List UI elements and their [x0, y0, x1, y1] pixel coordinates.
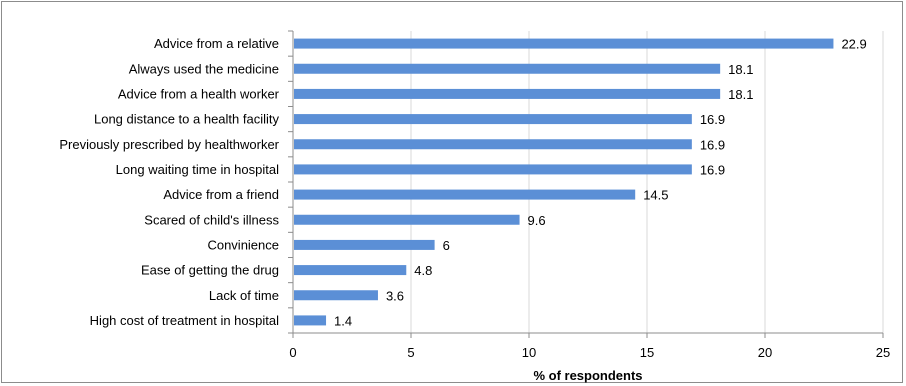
data-label: 4.8 — [414, 263, 432, 278]
data-label: 16.9 — [700, 162, 725, 177]
category-label: High cost of treatment in hospital — [90, 313, 279, 328]
category-label: Ease of getting the drug — [141, 263, 279, 278]
grid-lines — [410, 31, 884, 333]
x-tick-label: 5 — [407, 345, 414, 360]
bar — [294, 63, 721, 74]
x-tick-label: 20 — [758, 345, 772, 360]
data-label: 1.4 — [334, 313, 352, 328]
category-label: Convinience — [207, 237, 279, 252]
x-tick-label: 15 — [640, 345, 654, 360]
data-label: 16.9 — [700, 137, 725, 152]
bar — [294, 139, 692, 150]
category-label: Scared of child's illness — [144, 212, 279, 227]
bar — [294, 214, 520, 225]
bar — [294, 38, 834, 49]
category-label: Advice from a relative — [154, 36, 279, 51]
data-label: 16.9 — [700, 112, 725, 127]
data-label: 9.6 — [528, 213, 546, 228]
category-label: Long waiting time in hospital — [116, 162, 279, 177]
axis-lines — [288, 30, 884, 338]
bar — [294, 114, 692, 125]
data-label: 6 — [443, 238, 450, 253]
data-label: 3.6 — [386, 288, 404, 303]
data-label: 14.5 — [643, 188, 668, 203]
bar — [294, 88, 721, 99]
tick-labels: 0 5 10 15 20 25 — [289, 345, 890, 360]
category-label: Previously prescribed by healthworker — [59, 137, 279, 152]
x-tick-label: 10 — [522, 345, 536, 360]
data-label: 18.1 — [728, 62, 753, 77]
category-label: Advice from a health worker — [118, 86, 280, 101]
data-label: 18.1 — [728, 87, 753, 102]
category-label: Advice from a friend — [163, 187, 279, 202]
bars — [294, 38, 834, 326]
x-tick-label: 0 — [289, 345, 296, 360]
x-axis-title: % of respondents — [533, 368, 642, 383]
category-labels: Advice from a relative Always used the me… — [59, 36, 279, 328]
data-labels: 22.918.118.116.916.916.914.59.664.83.61.… — [334, 37, 867, 329]
category-label: Lack of time — [209, 288, 279, 303]
category-label: Always used the medicine — [129, 61, 279, 76]
bar — [294, 265, 407, 276]
category-label: Long distance to a health facility — [94, 112, 280, 127]
bar — [294, 189, 636, 200]
bar — [294, 315, 327, 326]
bar — [294, 290, 378, 301]
data-label: 22.9 — [841, 37, 866, 52]
bar — [294, 164, 692, 175]
x-tick-label: 25 — [876, 345, 890, 360]
bar — [294, 239, 435, 250]
